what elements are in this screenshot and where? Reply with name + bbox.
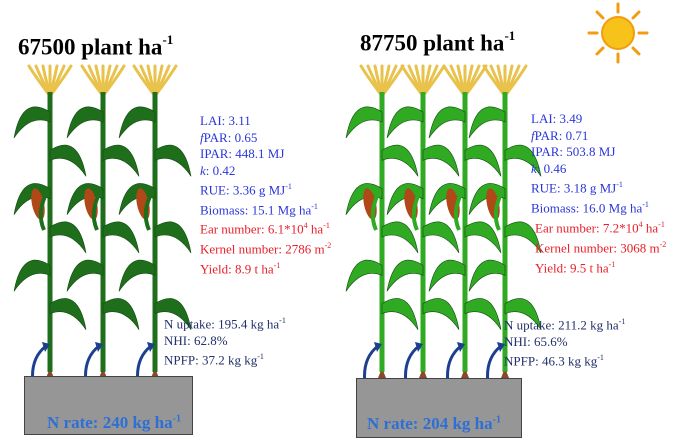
npfp-exponent: -1	[257, 352, 264, 362]
fpar-prefix: f	[200, 129, 204, 145]
ear-number-value: Ear number: 7.2*10	[535, 220, 639, 236]
biomass-exponent: -1	[311, 201, 318, 211]
yield-text: Yield: 8.9 t ha-1	[200, 258, 331, 278]
n-rate-label-low: N rate: 240 kg ha-1	[47, 413, 181, 433]
k-value: : 0.42	[205, 162, 236, 178]
k-text: k: 0.42	[200, 163, 318, 180]
nitrogen-stats-high: N uptake: 211.2 kg ha-1 NHI: 65.6% NPFP:…	[504, 314, 625, 370]
n-uptake-value: N uptake: 195.4 kg ha	[164, 316, 280, 332]
ear-number-exponent: 4	[638, 220, 643, 229]
ear-number-unit-exponent: -1	[658, 220, 665, 229]
maize-plant-icon	[386, 64, 460, 393]
npfp-exponent: -1	[597, 353, 604, 363]
biomass-value: Biomass: 16.0 Mg ha	[531, 200, 643, 216]
biomass-text: Biomass: 15.1 Mg ha-1	[200, 199, 318, 219]
nhi-text: NHI: 62.8%	[164, 332, 228, 348]
nitrogen-stats-low: N uptake: 195.4 kg ha-1 NHI: 62.8% NPFP:…	[164, 313, 286, 369]
kernel-number-exponent: -2	[659, 239, 667, 249]
n-uptake-value: N uptake: 211.2 kg ha	[504, 317, 619, 333]
npfp-text: NPFP: 46.3 kg kg-1	[504, 350, 625, 370]
yield-value: Yield: 9.5 t ha	[535, 259, 609, 275]
n-rate-value: N rate: 204 kg ha	[367, 414, 493, 433]
fpar-prefix: f	[531, 127, 535, 143]
yield-text: Yield: 9.5 t ha-1	[535, 257, 666, 277]
maize-plant-icon	[428, 64, 502, 393]
high-density-panel: 87750 plant ha-1 N rate: 204 kg ha-1 LAI…	[345, 0, 685, 440]
rue-text: RUE: 3.18 g MJ-1	[531, 177, 649, 197]
rue-value: RUE: 3.18 g MJ	[531, 180, 617, 196]
ear-number-value: Ear number: 6.1*10	[200, 221, 304, 237]
n-rate-exponent: -1	[172, 413, 181, 425]
ear-number-unit-exponent: -1	[323, 221, 330, 230]
n-rate-value: N rate: 240 kg ha	[47, 413, 173, 432]
maize-plants-high-density	[345, 64, 542, 393]
soil-block	[24, 376, 193, 435]
ipar-text: IPAR: 503.8 MJ	[531, 144, 616, 159]
k-label: k	[531, 160, 537, 176]
maize-plant-icon	[66, 64, 140, 393]
soil-block	[356, 378, 522, 438]
n-uptake-exponent: -1	[279, 316, 286, 325]
n-rate-exponent: -1	[492, 414, 501, 426]
n-uptake-text: N uptake: 211.2 kg ha-1	[504, 314, 625, 334]
sun-icon	[587, 2, 649, 64]
fpar-value: PAR: 0.71	[534, 127, 589, 143]
ear-number-unit: ha	[642, 220, 659, 236]
rue-value: RUE: 3.36 g MJ	[200, 182, 286, 198]
ear-number-text: Ear number: 7.2*104 ha-1	[535, 217, 666, 237]
lai-text: LAI: 3.49	[531, 111, 583, 126]
k-value: : 0.46	[536, 160, 567, 176]
density-title-exponent: -1	[162, 32, 174, 47]
kernel-number-value: Kernel number: 2786 m	[200, 241, 325, 257]
maize-plants-low-density	[13, 64, 192, 393]
ipar-text: IPAR: 448.1 MJ	[200, 146, 285, 161]
yield-exponent: -1	[273, 260, 281, 270]
low-density-panel: 67500 plant ha-1 N rate: 240 kg ha-1 LAI…	[13, 32, 331, 435]
n-uptake-text: N uptake: 195.4 kg ha-1	[164, 313, 286, 333]
ear-number-unit: ha	[307, 221, 324, 237]
kernel-number-text: Kernel number: 3068 m-2	[535, 237, 666, 257]
npfp-value: NPFP: 46.3 kg kg	[504, 353, 598, 369]
yield-value: Yield: 8.9 t ha	[200, 260, 274, 276]
npfp-value: NPFP: 37.2 kg kg	[164, 352, 258, 368]
rue-text: RUE: 3.36 g MJ-1	[200, 179, 318, 199]
yield-exponent: -1	[608, 259, 616, 269]
kernel-number-exponent: -2	[324, 240, 332, 250]
ear-number-text: Ear number: 6.1*104 ha-1	[200, 218, 331, 238]
k-text: k: 0.46	[531, 161, 649, 178]
yield-stats-low: Ear number: 6.1*104 ha-1 Kernel number: …	[200, 218, 331, 277]
k-label: k	[200, 162, 206, 178]
fpar-value: PAR: 0.65	[203, 129, 258, 145]
npfp-text: NPFP: 37.2 kg kg-1	[164, 349, 286, 369]
biomass-value: Biomass: 15.1 Mg ha	[200, 202, 312, 218]
density-title-low: 67500 plant ha-1	[18, 32, 174, 61]
lai-text: LAI: 3.11	[200, 113, 251, 128]
biomass-text: Biomass: 16.0 Mg ha-1	[531, 197, 649, 217]
density-title-high: 87750 plant ha-1	[360, 28, 516, 57]
fpar-text: fPAR: 0.71	[531, 128, 649, 145]
kernel-number-text: Kernel number: 2786 m-2	[200, 238, 331, 258]
rue-exponent: -1	[616, 180, 623, 189]
density-title-exponent: -1	[504, 28, 516, 43]
fpar-text: fPAR: 0.65	[200, 130, 318, 147]
rue-exponent: -1	[285, 182, 292, 191]
n-uptake-exponent: -1	[618, 317, 626, 326]
canopy-stats-low: LAI: 3.11 fPAR: 0.65 IPAR: 448.1 MJ k: 0…	[200, 113, 318, 219]
canopy-stats-high: LAI: 3.49 fPAR: 0.71 IPAR: 503.8 MJ k: 0…	[531, 111, 649, 217]
yield-stats-high: Ear number: 7.2*104 ha-1 Kernel number: …	[535, 217, 666, 276]
kernel-number-value: Kernel number: 3068 m	[535, 240, 660, 256]
nhi-text: NHI: 65.6%	[504, 333, 568, 349]
n-rate-label-high: N rate: 204 kg ha-1	[367, 414, 501, 434]
ear-number-exponent: 4	[303, 221, 308, 230]
biomass-exponent: -1	[642, 199, 649, 209]
density-title-value: 87750 plant ha	[360, 30, 505, 56]
density-title-value: 67500 plant ha	[18, 34, 163, 60]
maize-plant-icon	[345, 64, 419, 393]
